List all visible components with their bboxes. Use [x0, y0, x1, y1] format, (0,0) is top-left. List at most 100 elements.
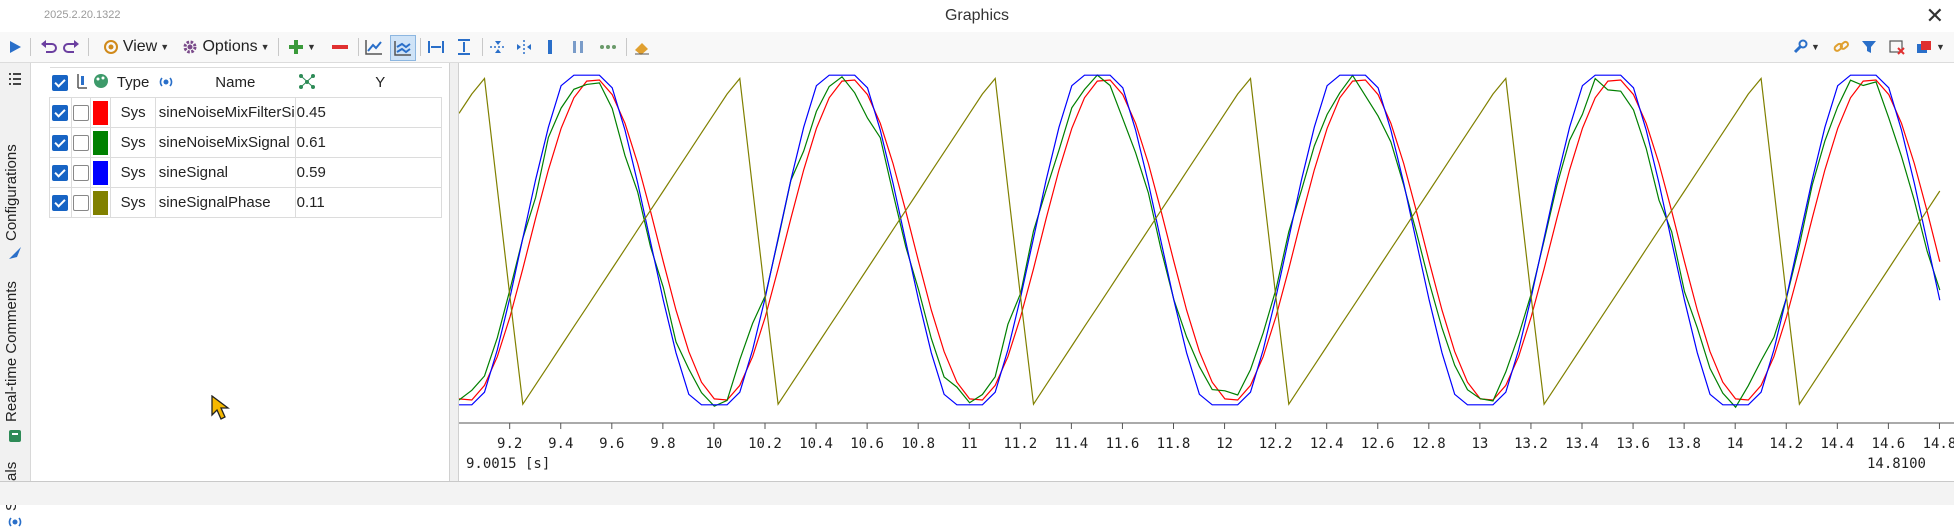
color-swatch[interactable] [93, 100, 109, 125]
x-tick-label: 12 [1216, 436, 1233, 452]
x-tick-label: 12.6 [1361, 436, 1395, 452]
header-type[interactable]: Type [110, 67, 156, 98]
table-row[interactable]: Sys sineSignal 0.59 [49, 157, 443, 188]
panel-splitter[interactable] [449, 63, 459, 481]
series-line-sineSignal [459, 74, 1941, 406]
x-tick-label: 14.2 [1769, 436, 1803, 452]
tools-menu-button[interactable]: ▼ [1788, 35, 1824, 59]
axis-checkbox[interactable] [72, 135, 89, 152]
row-visible-cell[interactable] [49, 187, 72, 218]
fit-horizontal-button[interactable] [424, 35, 448, 59]
row-axis-cell[interactable] [70, 157, 91, 188]
remove-filter-button[interactable] [1886, 35, 1908, 59]
options-menu-button[interactable]: Options ▼ [180, 35, 272, 59]
node-graph-icon [299, 73, 316, 89]
remove-signal-button[interactable] [328, 35, 352, 59]
toolbar: View ▼ Options ▼ ▼ ▼ ▼ [0, 32, 1954, 63]
x-tick-label: 11.6 [1106, 436, 1140, 452]
redo-icon[interactable] [60, 35, 82, 59]
axis-checkbox[interactable] [72, 105, 89, 122]
x-tick-label: 9.8 [650, 436, 675, 452]
x-tick-label: 11.8 [1157, 436, 1191, 452]
dual-cursor-button[interactable] [568, 35, 588, 59]
filter-button[interactable] [1858, 35, 1880, 59]
visible-checkbox[interactable] [52, 135, 69, 152]
single-cursor-button[interactable] [540, 35, 560, 59]
gear-icon [183, 40, 197, 54]
row-color-cell[interactable] [89, 157, 112, 188]
tab-realtime-comments[interactable]: Real-time Comments [3, 281, 20, 422]
row-axis-cell[interactable] [70, 127, 91, 158]
header-color[interactable] [90, 67, 111, 98]
line-chart-icon [365, 40, 382, 55]
x-tick-label: 12.8 [1412, 436, 1446, 452]
row-y-value: 0.61 [294, 127, 443, 158]
signal-table: Type Name Y Sys sineNoiseMixFilterSi 0.4… [49, 67, 443, 218]
axis-icon [76, 73, 87, 89]
x-tick-label: 10.4 [799, 436, 833, 452]
export-menu-button[interactable]: ▼ [1912, 35, 1948, 59]
row-visible-cell[interactable] [49, 127, 72, 158]
signal-chart[interactable]: 9.2 9.4 9.6 9.8 10 10.2 10.4 10.6 10.8 11 11.2 11.4… [459, 63, 1954, 481]
axis-checkbox[interactable] [72, 165, 89, 182]
cursor-vertical-button[interactable] [512, 35, 536, 59]
play-icon[interactable] [4, 35, 26, 59]
row-y-value: 0.11 [294, 187, 443, 218]
export-icon [1917, 41, 1932, 53]
select-all-checkbox[interactable] [52, 75, 69, 92]
table-row[interactable]: Sys sineSignalPhase 0.11 [49, 187, 443, 218]
fit-vertical-button[interactable] [452, 35, 476, 59]
color-swatch[interactable] [93, 160, 109, 185]
visible-checkbox[interactable] [52, 195, 69, 212]
x-tick-label: 9.2 [497, 436, 522, 452]
x-tick-label: 11 [961, 436, 978, 452]
more-cursors-button[interactable] [596, 35, 620, 59]
row-visible-cell[interactable] [49, 97, 72, 128]
visible-checkbox[interactable] [52, 165, 69, 182]
row-name: sineSignal [154, 157, 296, 188]
link-button[interactable] [1830, 35, 1852, 59]
row-visible-cell[interactable] [49, 157, 72, 188]
axis-checkbox[interactable] [72, 195, 89, 212]
visible-checkbox[interactable] [52, 105, 69, 122]
single-axis-button[interactable] [362, 35, 386, 59]
clear-button[interactable] [630, 35, 654, 59]
row-y-value: 0.59 [294, 157, 443, 188]
close-icon[interactable]: ✕ [1925, 3, 1944, 28]
view-menu-button[interactable]: View ▼ [100, 35, 172, 59]
add-signal-button[interactable]: ▼ [284, 35, 320, 59]
window-title: Graphics [944, 7, 1010, 24]
multi-axis-button[interactable] [390, 35, 416, 61]
x-tick-label: 10.2 [748, 436, 782, 452]
tab-configurations[interactable]: Configurations [3, 144, 20, 241]
cursor-horizontal-button[interactable] [486, 35, 510, 59]
row-type: Sys [110, 187, 156, 218]
color-swatch[interactable] [93, 130, 109, 155]
header-name[interactable]: Name [155, 67, 296, 98]
configurations-icon [9, 247, 21, 259]
header-select-all[interactable] [49, 67, 72, 98]
x-tick-label: 14 [1727, 436, 1744, 452]
multi-line-chart-icon [394, 41, 411, 56]
row-color-cell[interactable] [89, 187, 112, 218]
row-color-cell[interactable] [89, 97, 112, 128]
x-tick-label: 13.4 [1565, 436, 1599, 452]
x-tick-label: 9.6 [599, 436, 624, 452]
header-graph[interactable] [295, 67, 319, 98]
header-axis[interactable] [71, 67, 91, 98]
row-color-cell[interactable] [89, 127, 112, 158]
undo-icon[interactable] [38, 35, 60, 59]
list-icon [9, 73, 21, 85]
color-swatch[interactable] [93, 190, 109, 215]
header-name-label: Name [215, 74, 256, 91]
series-layer [459, 74, 1941, 409]
wrench-icon [1793, 39, 1808, 54]
table-row[interactable]: Sys sineNoiseMixSignal 0.61 [49, 127, 443, 158]
x-tick-label: 11.2 [1003, 436, 1037, 452]
x-tick-label: 14.8 [1923, 436, 1954, 452]
header-y[interactable]: Y [318, 67, 442, 98]
row-axis-cell[interactable] [70, 97, 91, 128]
toolbar-separator [482, 38, 483, 56]
table-row[interactable]: Sys sineNoiseMixFilterSi 0.45 [49, 97, 443, 128]
row-axis-cell[interactable] [70, 187, 91, 218]
